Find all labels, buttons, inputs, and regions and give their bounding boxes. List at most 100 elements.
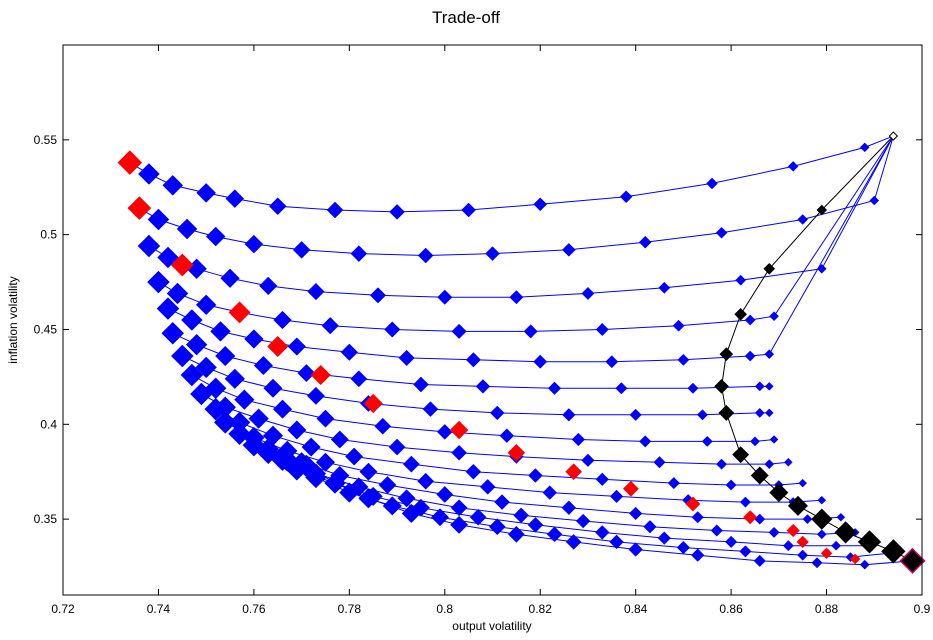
frontier-point [763,263,776,275]
series-13-point [710,524,723,537]
highlight-point [796,535,809,549]
series-5-point [465,352,481,368]
series-7-point [306,386,325,405]
series-16-point [507,525,525,543]
series-7-point [696,409,708,421]
frontier-point [732,446,750,464]
series-3-point [437,289,453,305]
y-tick-label: 0.4 [40,417,57,431]
series-10-point [402,455,420,473]
series-2-point [638,235,652,249]
series-3-point [735,274,747,286]
series-14-point [831,540,842,551]
series-15-point [430,508,450,527]
frontier-point [718,405,735,421]
series-15-point [546,526,563,543]
series-4-point [384,321,401,338]
series-11-point [213,411,237,434]
frontier-point [834,521,857,544]
series-3-point [658,281,671,294]
series-2-point [350,245,368,262]
series-7-point [263,378,283,398]
x-tick-label: 0.84 [624,602,648,616]
series-5-point [533,354,548,369]
frontier-line [721,135,913,562]
series-7-point [224,368,245,389]
series-6-point [185,333,208,356]
series-13-point [643,520,657,534]
series-5-point [744,350,756,362]
series-16-point [295,454,318,478]
series-2-point [205,226,226,247]
x-tick-label: 0.8 [436,602,453,616]
series-8-point [750,436,760,447]
series-5-point [181,309,203,331]
frontier-point [899,547,926,574]
series-4-point [166,282,189,305]
series-11-point [739,496,751,508]
series-12-point [628,506,643,521]
x-tick-label: 0.72 [51,602,75,616]
series-12-point [378,475,397,495]
series-10-point [528,468,543,483]
series-1-point [533,197,548,212]
series-13-point [768,526,780,538]
frontier-point [857,530,882,554]
series-line-4 [158,135,894,332]
highlight-point [267,335,289,358]
series-4-point [672,319,685,332]
series-9-point [451,444,467,461]
x-tick-label: 0.88 [815,602,839,616]
highlight-point [449,420,469,440]
series-12-point [228,422,251,446]
series-5-point [210,321,231,342]
series-1-point [326,201,344,219]
series-12-point [436,486,454,503]
series-3-point [220,268,240,289]
series-15-point [275,448,299,472]
series-4-point [451,323,467,339]
series-9-point [388,438,406,456]
series-9-point [764,459,775,470]
highlight-point [228,301,251,324]
series-1-point [787,161,799,172]
series-4-point [321,317,339,335]
series-7-point [629,408,642,421]
series-11-point [479,479,496,495]
frontier-point [769,483,789,503]
series-1-point [859,142,870,153]
series-2-point [797,214,809,225]
y-tick-label: 0.35 [34,512,58,526]
highlight-point [622,480,639,497]
x-tick-label: 0.78 [338,602,362,616]
series-7-point [764,408,774,418]
series-13-point [575,513,591,529]
series-5-point [244,329,264,349]
series-15-point [797,549,809,561]
series-8-point [499,428,515,443]
series-10-point [595,472,609,486]
series-12-point [691,511,704,524]
series-15-point [609,534,624,550]
series-11-point [542,485,558,500]
series-6-point [764,382,774,391]
highlight-point [363,393,383,414]
series-6-point [754,381,765,392]
series-11-point [609,489,624,504]
highlight-point [743,510,758,525]
series-2-point [562,242,576,257]
series-5-point [605,355,619,369]
series-14-point [469,508,487,526]
series-11-point [359,462,378,481]
series-7-point [490,405,505,421]
plot-area [117,131,926,574]
series-12-point [802,514,813,525]
series-line-3 [148,135,894,298]
series-1-point [389,204,405,220]
frontier-point [750,466,769,485]
series-9-point [653,456,666,469]
series-8-point [571,432,586,447]
series-8-point [374,417,392,435]
frontier-point [719,347,734,361]
series-8-point [272,399,293,419]
